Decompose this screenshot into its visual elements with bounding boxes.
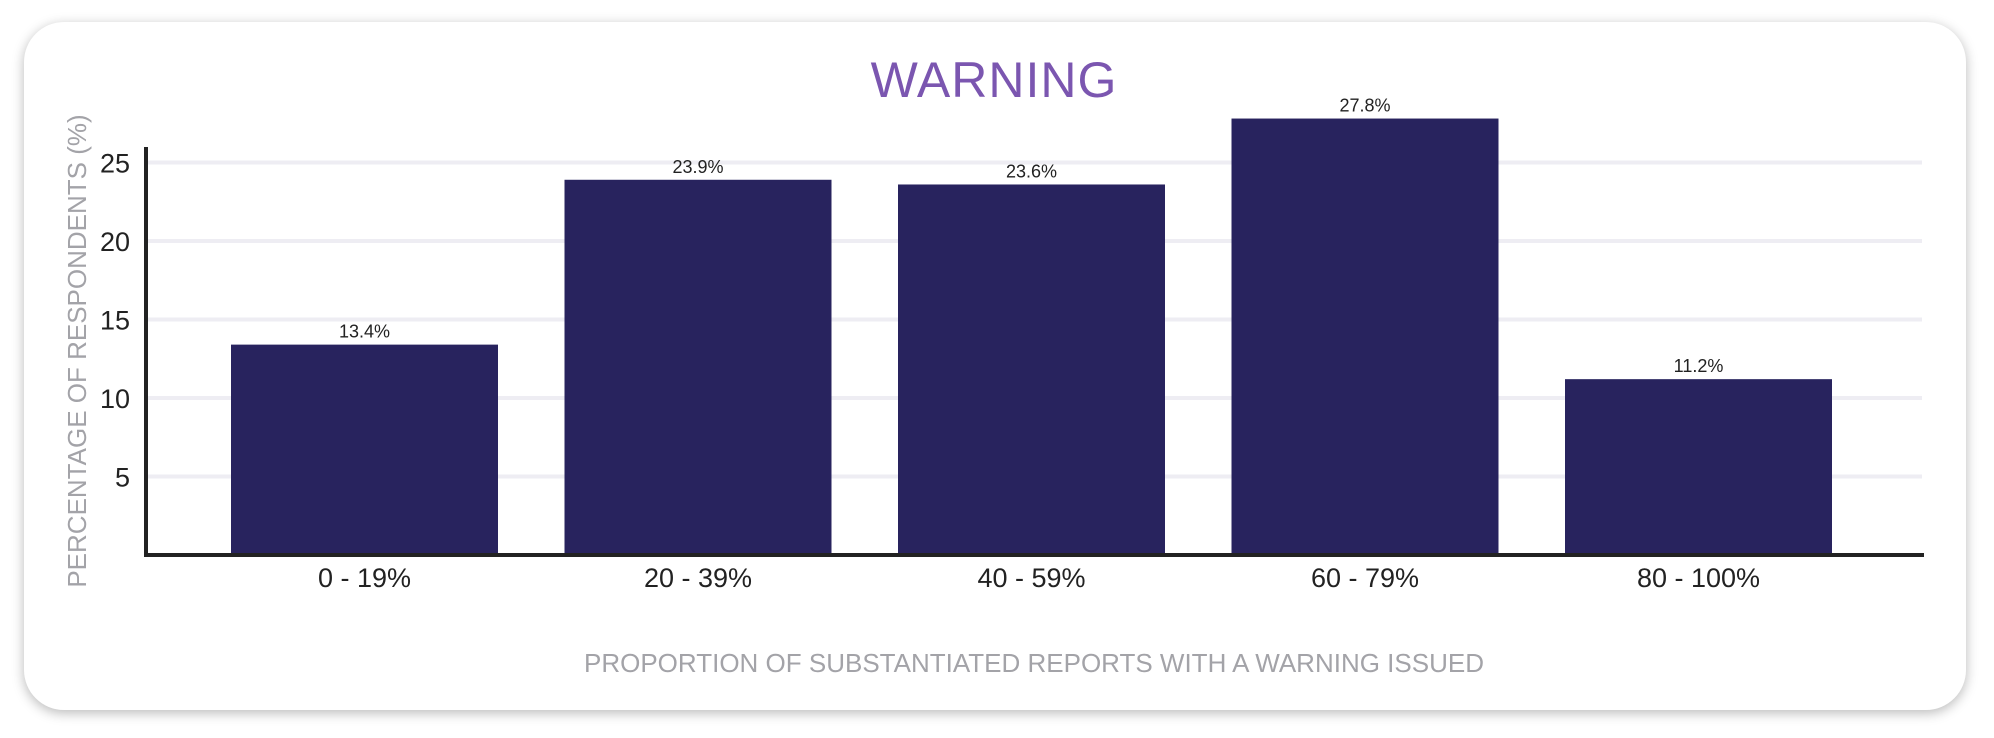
bar — [898, 184, 1165, 556]
data-label: 23.6% — [1006, 161, 1057, 181]
x-category-label: 20 - 39% — [644, 563, 752, 593]
y-tick-label: 15 — [100, 306, 130, 336]
x-category-label: 80 - 100% — [1637, 563, 1760, 593]
y-tick-label: 10 — [100, 384, 130, 414]
y-tick-label: 20 — [100, 227, 130, 257]
x-category-labels: 0 - 19% 20 - 39% 40 - 59% 60 - 79% 80 - 100% — [318, 563, 1760, 593]
bar — [1231, 118, 1499, 555]
bar — [231, 344, 498, 555]
bar — [564, 179, 832, 555]
bars — [231, 118, 1832, 556]
x-axis-title: PROPORTION OF SUBSTANTIATED REPORTS WITH… — [584, 648, 1484, 678]
data-label: 11.2% — [1674, 356, 1724, 376]
y-tick-label: 25 — [100, 149, 130, 179]
data-labels: 13.4% 23.9% 23.6% 27.8% 11.2% — [339, 96, 1723, 377]
data-label: 23.9% — [672, 157, 723, 177]
chart-title: WARNING — [871, 52, 1118, 108]
bar — [1565, 379, 1832, 555]
x-category-label: 60 - 79% — [1311, 563, 1419, 593]
y-axis-title: PERCENTAGE OF RESPONDENTS (%) — [62, 114, 92, 587]
x-category-label: 0 - 19% — [318, 563, 411, 593]
data-label: 13.4% — [339, 322, 390, 342]
y-tick-label: 5 — [115, 463, 130, 493]
data-label: 27.8% — [1339, 96, 1390, 116]
y-tick-labels: 5 10 15 20 25 — [100, 149, 130, 493]
x-category-label: 40 - 59% — [977, 563, 1085, 593]
